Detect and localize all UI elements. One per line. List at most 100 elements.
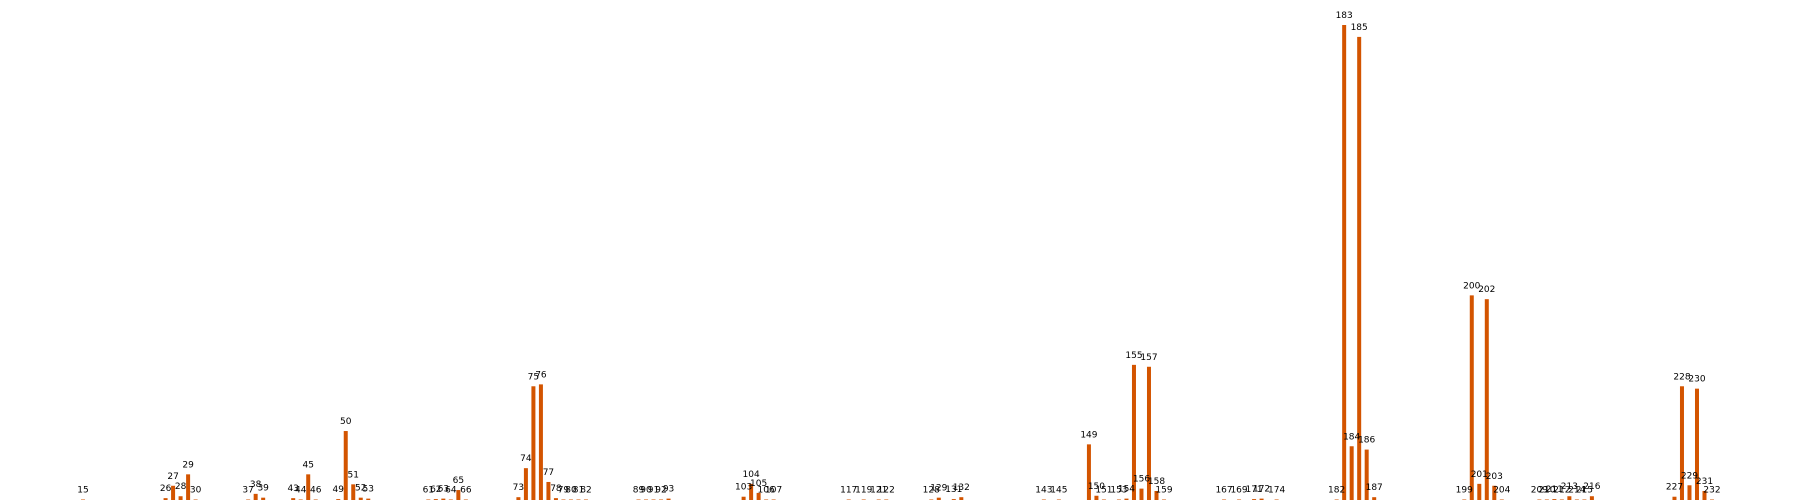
bars-layer (81, 25, 1714, 500)
bar-label-30: 30 (190, 486, 202, 496)
bar-label-150: 150 (1088, 482, 1105, 492)
bar-230 (1694, 388, 1699, 500)
bar-129 (936, 497, 941, 500)
bar-26 (163, 498, 168, 500)
bar-label-81: 81 (573, 486, 584, 496)
bar-label-28: 28 (175, 482, 187, 492)
bar-155 (1131, 364, 1136, 500)
bar-185 (1357, 36, 1362, 500)
bar-label-209: 209 (1531, 486, 1548, 496)
bar-label-143: 143 (1035, 486, 1052, 496)
bar-label-153: 153 (1110, 486, 1127, 496)
bar-label-216: 216 (1583, 482, 1600, 492)
bar-28 (178, 496, 183, 500)
bar-label-231: 231 (1696, 477, 1713, 487)
bar-29 (186, 474, 191, 500)
bar-label-202: 202 (1478, 285, 1495, 295)
bar-label-172: 172 (1253, 485, 1270, 495)
bar-label-156: 156 (1133, 475, 1150, 485)
bar-43 (291, 498, 296, 500)
bar-label-182: 182 (1328, 486, 1345, 496)
bar-103 (741, 496, 746, 500)
bar-label-183: 183 (1336, 11, 1353, 21)
bar-label-171: 171 (1245, 485, 1262, 495)
bar-45 (306, 474, 311, 500)
bar-label-63: 63 (438, 485, 449, 495)
bar-label-187: 187 (1366, 483, 1383, 493)
bar-label-26: 26 (160, 484, 172, 494)
bar-label-132: 132 (953, 483, 970, 493)
bar-label-78: 78 (550, 484, 562, 494)
bar-187 (1372, 497, 1377, 500)
bar-label-230: 230 (1688, 375, 1705, 385)
bar-149 (1086, 444, 1091, 500)
bar-label-91: 91 (648, 486, 659, 496)
bar-label-122: 122 (878, 486, 895, 496)
bar-73 (516, 497, 521, 500)
bar-184 (1349, 446, 1354, 500)
bar-label-174: 174 (1268, 486, 1285, 496)
bar-label-93: 93 (663, 485, 674, 495)
bar-label-43: 43 (287, 484, 298, 494)
bar-51 (351, 484, 356, 500)
bar-132 (959, 497, 964, 500)
bar-158 (1154, 491, 1159, 500)
bar-label-128: 128 (923, 486, 940, 496)
bar-label-210: 210 (1538, 486, 1555, 496)
bar-227 (1672, 496, 1677, 500)
bar-label-51: 51 (348, 470, 359, 480)
bar-label-65: 65 (453, 476, 464, 486)
bar-213 (1567, 496, 1572, 500)
bar-label-131: 131 (945, 485, 962, 495)
bar-228 (1679, 386, 1684, 500)
bar-label-169: 169 (1230, 486, 1247, 496)
bar-202 (1484, 299, 1489, 500)
bar-93 (666, 498, 671, 500)
bar-label-204: 204 (1493, 486, 1510, 496)
bar-label-92: 92 (655, 486, 666, 496)
bar-154 (1124, 498, 1129, 500)
bar-label-106: 106 (758, 486, 775, 496)
bar-label-103: 103 (735, 483, 752, 493)
bar-201 (1477, 483, 1482, 500)
bar-label-201: 201 (1471, 470, 1488, 480)
bar-65 (456, 490, 461, 500)
bar-label-77: 77 (543, 468, 554, 478)
bar-53 (366, 498, 371, 500)
bar-label-214: 214 (1568, 486, 1585, 496)
bar-label-215: 215 (1576, 486, 1593, 496)
bar-27 (171, 485, 176, 500)
bar-label-38: 38 (250, 480, 262, 490)
bar-label-232: 232 (1703, 486, 1720, 496)
bar-74 (523, 468, 528, 500)
bar-104 (749, 483, 754, 500)
bar-216 (1589, 496, 1594, 500)
bar-label-66: 66 (460, 486, 472, 496)
bar-172 (1259, 498, 1264, 500)
bar-label-107: 107 (765, 486, 782, 496)
bar-label-211: 211 (1546, 485, 1563, 495)
bar-label-27: 27 (167, 472, 178, 482)
bar-label-76: 76 (535, 370, 547, 380)
bar-label-199: 199 (1456, 486, 1473, 496)
bar-label-145: 145 (1050, 486, 1067, 496)
bar-label-185: 185 (1351, 23, 1368, 33)
bar-label-213: 213 (1561, 482, 1578, 492)
bar-105 (756, 492, 761, 500)
bar-63 (441, 498, 446, 500)
bar-label-203: 203 (1486, 472, 1503, 482)
bar-150 (1094, 495, 1099, 500)
bar-77 (546, 481, 551, 500)
bar-label-29: 29 (182, 460, 194, 470)
bar-label-37: 37 (242, 486, 253, 496)
bar-label-186: 186 (1358, 436, 1375, 446)
bar-label-129: 129 (930, 484, 947, 494)
bar-label-105: 105 (750, 479, 767, 489)
bar-label-89: 89 (633, 486, 645, 496)
bar-label-80: 80 (565, 486, 577, 496)
bar-label-121: 121 (870, 486, 887, 496)
bar-52 (358, 497, 363, 500)
bar-label-167: 167 (1215, 486, 1232, 496)
bar-label-154: 154 (1118, 485, 1135, 495)
